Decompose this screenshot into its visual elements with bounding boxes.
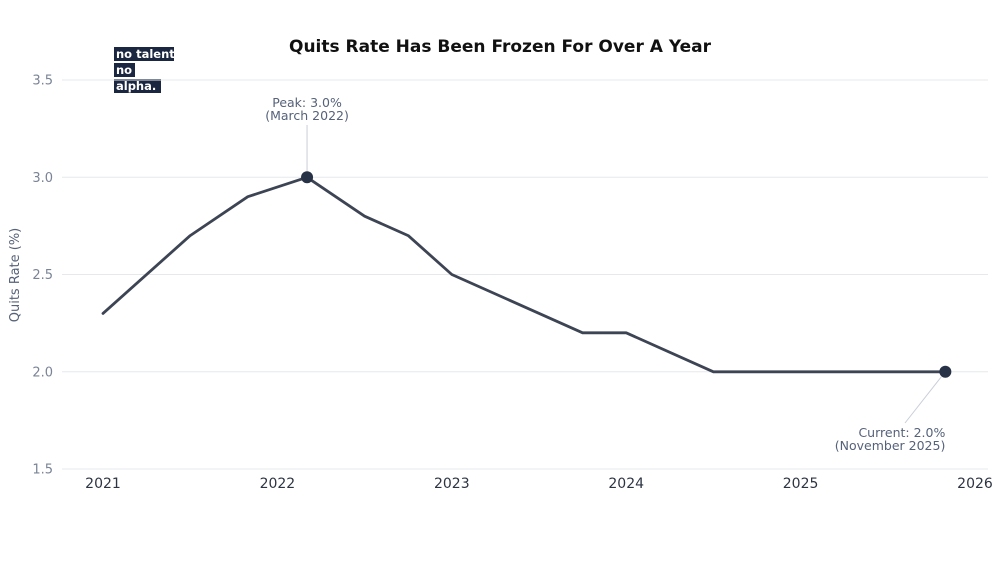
logo-line-text: no talent xyxy=(116,47,175,61)
brand-logo: no talent no alpha. xyxy=(114,47,175,93)
logo-line-background xyxy=(114,63,135,77)
chart-title: Quits Rate Has Been Frozen For Over A Ye… xyxy=(289,37,712,57)
series-markers xyxy=(301,171,952,378)
annotation-value: Peak: 3.0% xyxy=(272,95,342,110)
logo-line-background xyxy=(114,47,174,61)
y-tick-label: 1.5 xyxy=(32,463,53,478)
logo-line-text: alpha. xyxy=(116,79,156,93)
x-tick-label: 2023 xyxy=(434,476,470,492)
peak-marker xyxy=(301,171,314,184)
annotation-value: Current: 2.0% xyxy=(858,425,945,440)
current-marker xyxy=(939,365,952,378)
x-tick-label: 2021 xyxy=(85,476,121,492)
logo-line-text: no xyxy=(116,63,132,77)
grid-layer xyxy=(62,79,988,470)
y-axis-ticks: 1.5 2.0 2.5 3.0 3.5 xyxy=(32,74,53,478)
annotation-date: (March 2022) xyxy=(265,108,349,123)
annotation-connectors xyxy=(306,125,942,424)
annotations: Peak: 3.0%(March 2022) Current: 2.0%(Nove… xyxy=(265,95,945,453)
y-tick-label: 3.5 xyxy=(32,74,53,89)
y-tick-label: 2.5 xyxy=(32,268,53,283)
y-tick-label: 2.0 xyxy=(32,365,53,380)
x-axis-ticks: 2021 2022 2023 2024 2025 2026 xyxy=(85,476,993,492)
y-axis-label: Quits Rate (%) xyxy=(8,228,23,323)
series-line xyxy=(101,175,947,374)
x-tick-label: 2024 xyxy=(608,476,644,492)
y-tick-label: 3.0 xyxy=(32,171,53,186)
annotation-date: (November 2025) xyxy=(835,438,946,453)
logo-line-background xyxy=(114,79,161,93)
x-tick-label: 2022 xyxy=(260,476,296,492)
annotation-connector xyxy=(904,376,942,424)
x-tick-label: 2026 xyxy=(957,476,993,492)
x-tick-label: 2025 xyxy=(783,476,819,492)
